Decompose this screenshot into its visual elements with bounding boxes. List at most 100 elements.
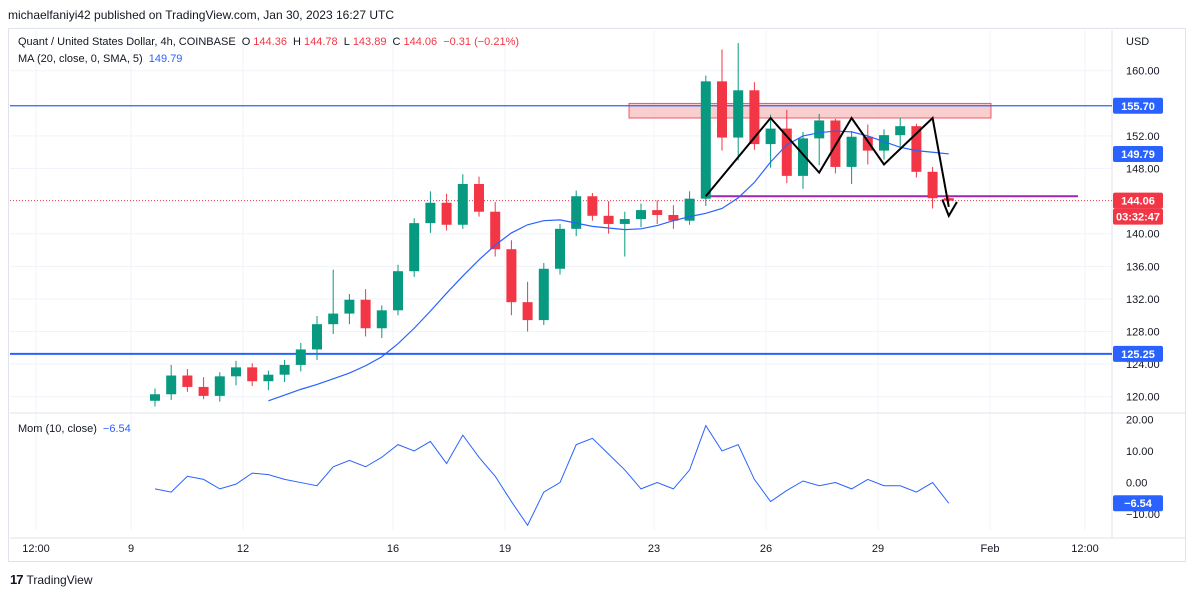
candle-body-23 (522, 302, 533, 321)
ma-label: MA (20, close, 0, SMA, 5) (18, 53, 143, 65)
candle-body-17 (425, 202, 436, 224)
candle-body-5 (231, 367, 241, 377)
ma-legend: MA (20, close, 0, SMA, 5) 149.79 (18, 53, 185, 65)
price-tick-label-7: 152.00 (1126, 131, 1160, 143)
candle-body-48 (927, 171, 938, 199)
candle-body-33 (684, 198, 695, 221)
badge-countdown: 03:32:47 (1116, 212, 1160, 224)
pattern-zigzag (705, 116, 950, 208)
momentum-line (154, 424, 950, 527)
tradingview-logo-icon: 17 (10, 572, 24, 587)
candle-body-11 (328, 313, 339, 325)
candle-body-39 (781, 128, 792, 176)
candle-body-29 (619, 219, 630, 224)
badge-countdown-bg (1113, 208, 1163, 225)
time-tick-label-4: 19 (499, 543, 511, 555)
time-tick-label-6: 26 (760, 543, 772, 555)
high-value: 144.78 (303, 36, 338, 48)
candles (150, 43, 954, 407)
time-tick-label-9: 12:00 (1071, 543, 1099, 555)
time-tick-label-7: 29 (872, 543, 884, 555)
candle-body-36 (733, 90, 744, 138)
badge-resistance: 155.70 (1121, 101, 1155, 113)
momentum-panel (154, 424, 950, 527)
time-tick-label-0: 12:00 (22, 543, 50, 555)
candle-body-34 (700, 81, 711, 199)
time-tick-label-8: Feb (981, 543, 1000, 555)
badge-ma: 149.79 (1121, 149, 1155, 161)
candle-body-45 (879, 135, 889, 151)
symbol-name: Quant / United States Dollar, 4h, COINBA… (18, 36, 236, 48)
candle-body-22 (506, 249, 517, 303)
candle-body-9 (295, 349, 306, 365)
change-value: −0.31 (−0.21%) (443, 36, 520, 48)
pattern-arrowhead (941, 199, 958, 219)
time-tick-label-3: 16 (387, 543, 399, 555)
open-value: 144.36 (253, 36, 287, 48)
candle-body-35 (717, 81, 727, 138)
badge-support: 125.25 (1121, 349, 1155, 361)
ma-value: 149.79 (148, 53, 183, 65)
currency-label: USD (1126, 36, 1149, 48)
badge-last-price: 144.06 (1121, 196, 1155, 208)
footer: 17 TradingView (10, 572, 93, 587)
candle-body-37 (749, 90, 760, 145)
open-label: O (241, 36, 251, 48)
candle-body-21 (490, 211, 501, 250)
close-value: 144.06 (403, 36, 438, 48)
price-tick-label-4: 136.00 (1126, 261, 1160, 273)
price-tick-label-0: 120.00 (1126, 392, 1160, 404)
chart-frame (8, 28, 1186, 562)
badge-ma-bg (1113, 145, 1163, 162)
candle-body-49 (943, 198, 954, 201)
time-tick-label-2: 12 (237, 543, 249, 555)
price-tick-label-5: 140.00 (1126, 229, 1160, 241)
candle-body-31 (652, 210, 663, 215)
candle-body-4 (214, 376, 225, 396)
candle-body-14 (376, 310, 387, 329)
time-tick-label-5: 23 (648, 543, 660, 555)
price-tick-label-2: 128.00 (1126, 327, 1160, 339)
candle-body-15 (393, 271, 403, 311)
low-label: L (343, 36, 350, 48)
candle-body-25 (555, 228, 565, 269)
candle-body-13 (360, 299, 371, 329)
candle-body-19 (457, 184, 468, 225)
candle-body-38 (765, 128, 776, 145)
candle-body-12 (344, 299, 355, 314)
price-tick-label-1: 124.00 (1126, 359, 1160, 371)
price-badges: 155.70 149.79 144.06 03:32:47 125.25 −6.54 (1113, 97, 1163, 512)
candle-body-16 (409, 223, 420, 272)
price-tick-label-3: 132.00 (1126, 294, 1160, 306)
levels (10, 102, 1112, 355)
candle-body-32 (668, 214, 679, 221)
candle-body-24 (538, 268, 549, 321)
badge-resistance-bg (1113, 97, 1163, 114)
candle-body-27 (587, 196, 598, 216)
candle-body-20 (474, 184, 484, 212)
mom-tick-label-2: 0.00 (1126, 478, 1147, 490)
candle-body-28 (603, 215, 614, 224)
candle-body-41 (814, 120, 825, 139)
ma-line (268, 130, 949, 402)
candle-body-0 (150, 394, 160, 401)
mom-label: Mom (10, close) (18, 423, 97, 435)
candle-body-26 (571, 196, 582, 229)
badge-momentum: −6.54 (1124, 498, 1153, 510)
price-tick-label-8: 160.00 (1126, 66, 1160, 78)
grid (10, 30, 1186, 539)
candle-body-2 (182, 375, 193, 387)
mom-tick-label-0: 20.00 (1126, 414, 1154, 426)
badge-last-price-bg (1113, 192, 1163, 209)
candle-body-40 (798, 138, 808, 176)
ma-series-line (268, 130, 949, 402)
candle-body-44 (862, 136, 873, 151)
candle-body-47 (911, 126, 922, 172)
candle-body-18 (441, 202, 452, 225)
candle-body-6 (247, 367, 258, 382)
candle-body-10 (312, 324, 322, 350)
tradingview-brand: TradingView (26, 572, 93, 587)
axes: 120.00124.00128.00132.00136.00140.00148.… (22, 36, 1160, 555)
candle-body-3 (198, 386, 209, 396)
